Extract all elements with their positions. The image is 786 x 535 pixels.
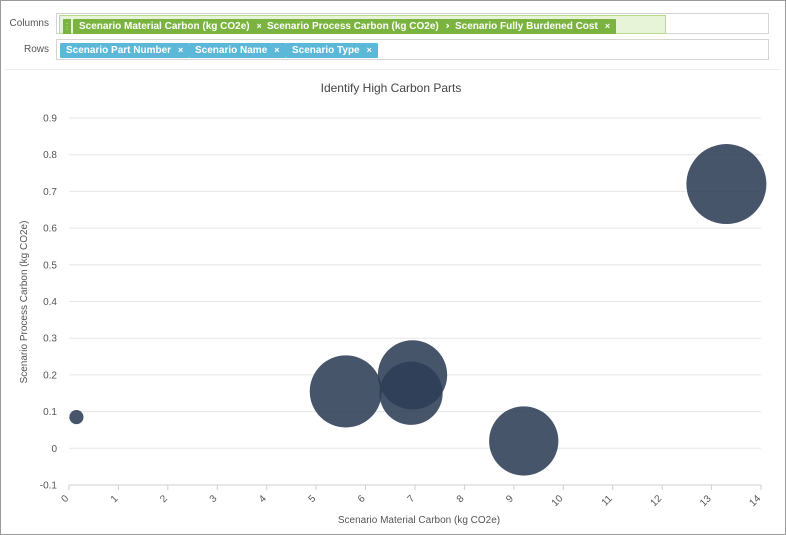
y-tick-label: 0.1 <box>43 407 57 418</box>
shelf-divider <box>5 69 781 70</box>
y-axis-label: Scenario Process Carbon (kg CO2e) <box>19 221 30 384</box>
x-tick-label: 9 <box>504 493 516 505</box>
pill-label: Scenario Type <box>292 45 360 56</box>
row-pill-scenario-type[interactable]: Scenario Type × <box>286 43 378 58</box>
remove-icon[interactable]: × <box>366 45 372 55</box>
bubble-point[interactable] <box>686 144 767 225</box>
x-tick-label: 11 <box>600 493 615 508</box>
bubble-point[interactable] <box>379 361 443 425</box>
y-tick-label: 0.6 <box>43 224 57 235</box>
x-tick-label: 1 <box>109 493 121 505</box>
y-tick-label: 0.9 <box>43 114 57 125</box>
x-axis-ticks: 0 1 2 3 4 5 6 7 8 9 10 11 12 13 14 <box>59 485 763 509</box>
remove-icon[interactable]: × <box>604 21 611 31</box>
y-tick-label: 0.2 <box>43 370 57 381</box>
y-tick-label: -0.1 <box>40 481 58 492</box>
x-tick-label: 14 <box>747 493 763 509</box>
drag-handle-icon[interactable]: ⋮⋮ <box>63 19 79 34</box>
y-axis-ticks: -0.1 0 0.1 0.2 0.3 0.4 0.5 0.6 0.7 0.8 0.9 <box>40 114 58 492</box>
x-tick-label: 0 <box>59 493 71 505</box>
x-tick-label: 8 <box>455 493 467 505</box>
remove-icon[interactable]: × <box>256 21 262 31</box>
pill-label: Scenario Part Number <box>66 45 172 56</box>
gridlines <box>69 117 761 486</box>
x-tick-label: 2 <box>158 493 170 505</box>
columns-shelf: Columns ⋮⋮ Scenario Material Carbon (kg … <box>1 13 786 35</box>
y-tick-label: 0.8 <box>43 150 57 161</box>
rows-shelf: Rows Scenario Part Number × Scenario Name… <box>1 39 786 61</box>
chart-title: Identify High Carbon Parts <box>321 81 462 95</box>
x-tick-label: 10 <box>550 493 566 509</box>
pill-label: Scenario Name <box>195 45 268 56</box>
y-tick-label: 0.5 <box>43 260 57 271</box>
pill-label: Scenario Process Carbon (kg CO2e) <box>267 21 439 32</box>
rows-shelf-label: Rows <box>23 44 49 55</box>
remove-icon[interactable]: × <box>446 21 451 31</box>
x-tick-label: 4 <box>257 493 269 505</box>
y-tick-label: 0.3 <box>43 334 57 345</box>
column-pill-fully-burdened-cost[interactable]: Scenario Fully Burdened Cost × <box>449 19 617 34</box>
x-tick-label: 6 <box>356 493 368 505</box>
remove-icon[interactable]: × <box>274 45 280 55</box>
remove-icon[interactable]: × <box>178 45 184 55</box>
bubble-point[interactable] <box>489 406 559 476</box>
columns-drop-zone[interactable]: ⋮⋮ Scenario Material Carbon (kg CO2e) × S… <box>56 13 769 34</box>
column-pill-process-carbon[interactable]: Scenario Process Carbon (kg CO2e) × <box>261 19 457 34</box>
columns-shelf-label: Columns <box>9 18 49 29</box>
columns-pill-group[interactable]: ⋮⋮ Scenario Material Carbon (kg CO2e) × S… <box>59 15 666 34</box>
x-tick-label: 12 <box>649 493 665 509</box>
y-tick-label: 0 <box>51 444 57 455</box>
row-pill-part-number[interactable]: Scenario Part Number × <box>60 43 190 58</box>
column-pill-material-carbon[interactable]: Scenario Material Carbon (kg CO2e) × <box>73 19 268 34</box>
bubble-point[interactable] <box>309 355 382 428</box>
y-tick-label: 0.4 <box>43 297 57 308</box>
y-tick-label: 0.7 <box>43 187 57 198</box>
pill-label: Scenario Material Carbon (kg CO2e) <box>79 21 250 32</box>
x-tick-label: 13 <box>698 493 714 509</box>
x-tick-label: 5 <box>307 493 319 505</box>
pill-label: Scenario Fully Burdened Cost <box>455 21 598 32</box>
row-pill-scenario-name[interactable]: Scenario Name × <box>189 43 286 58</box>
bubble-point[interactable] <box>69 410 84 425</box>
x-tick-label: 7 <box>405 493 417 505</box>
x-tick-label: 3 <box>208 493 220 505</box>
bubbles <box>69 144 767 476</box>
bubble-chart: Identify High Carbon Parts -0.100.10.20.… <box>19 81 767 526</box>
rows-drop-zone[interactable]: Scenario Part Number × Scenario Name × Sce… <box>56 39 769 60</box>
x-axis-label: Scenario Material Carbon (kg CO2e) <box>338 515 500 526</box>
